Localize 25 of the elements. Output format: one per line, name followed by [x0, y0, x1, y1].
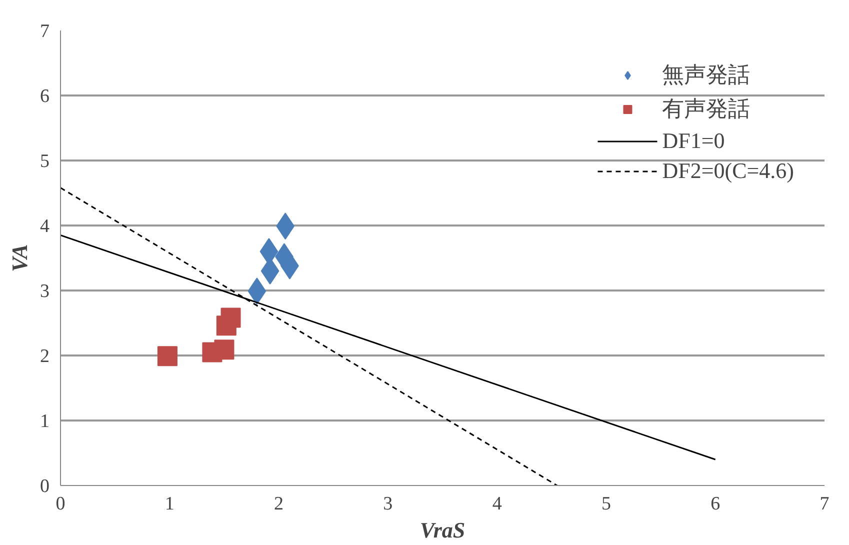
- point: [157, 346, 178, 366]
- x-tick-label: 4: [492, 494, 502, 514]
- y-tick-label: 7: [40, 21, 50, 42]
- legend-label: 有声発話: [662, 95, 750, 123]
- x-tick-label: 2: [274, 494, 284, 514]
- legend-label: DF1=0: [662, 128, 725, 154]
- y-axis-title: VA: [7, 244, 32, 272]
- y-tick-label: 5: [40, 151, 50, 172]
- x-tick-label: 1: [164, 494, 174, 514]
- x-axis-title: VraS: [420, 518, 466, 542]
- y-tick-label: 2: [40, 346, 50, 367]
- x-tick-label: 6: [710, 494, 720, 514]
- point: [216, 316, 236, 336]
- y-tick-label: 3: [40, 281, 50, 302]
- legend-label: DF2=0(C=4.6): [662, 158, 794, 184]
- y-tick-label: 6: [40, 86, 50, 107]
- y-tick-label: 4: [40, 216, 50, 237]
- point: [202, 342, 222, 362]
- y-tick-label: 1: [40, 411, 50, 432]
- legend-label: 無声発話: [662, 61, 750, 89]
- x-tick-label: 0: [56, 494, 66, 514]
- x-tick-label: 3: [383, 494, 393, 514]
- x-tick-label: 5: [601, 494, 611, 514]
- y-tick-label: 0: [40, 476, 50, 497]
- x-tick-label: 7: [820, 494, 830, 514]
